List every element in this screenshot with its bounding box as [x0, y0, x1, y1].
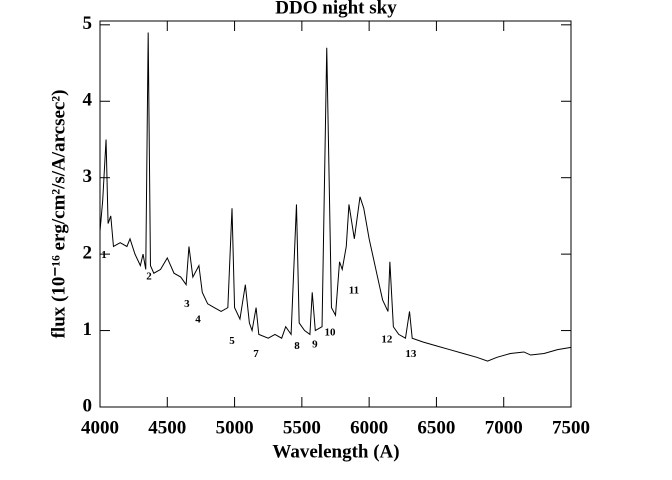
line-annotation: 11 [349, 284, 359, 296]
x-tick-label: 4500 [148, 417, 186, 438]
line-annotation: 5 [229, 335, 235, 347]
line-annotation: 2 [146, 271, 152, 283]
plot-frame [99, 20, 572, 408]
chart-title: DDO night sky [275, 0, 397, 18]
y-tick-label: 5 [83, 13, 93, 34]
y-tick-label: 4 [83, 90, 93, 111]
x-tick-label: 6500 [417, 417, 455, 438]
line-annotation: 12 [381, 333, 393, 345]
spectrum-line [99, 32, 572, 362]
x-tick-label: 5000 [216, 417, 254, 438]
line-annotation: 3 [184, 298, 190, 310]
x-axis-label: Wavelength (A) [272, 441, 399, 462]
y-axis-label: flux (10⁻¹⁶ erg/cm²/s/A/arcsec²) [48, 90, 69, 339]
line-annotation: 10 [324, 326, 336, 338]
y-tick-label: 1 [83, 319, 93, 340]
x-tick-label: 5500 [283, 417, 321, 438]
y-tick-label: 2 [83, 242, 93, 263]
line-annotation: 8 [294, 340, 300, 352]
x-tick-label: 4000 [81, 417, 119, 438]
line-annotation: 1 [101, 249, 107, 261]
line-annotation: 4 [195, 313, 201, 325]
x-tick-label: 7000 [485, 417, 523, 438]
x-tick-label: 6000 [350, 417, 388, 438]
x-tick-label: 7500 [552, 417, 590, 438]
line-annotation: 7 [253, 348, 259, 360]
line-annotation: 9 [312, 339, 318, 351]
y-tick-label: 0 [83, 395, 93, 416]
y-tick-label: 3 [83, 166, 93, 187]
line-annotation: 13 [405, 348, 417, 360]
